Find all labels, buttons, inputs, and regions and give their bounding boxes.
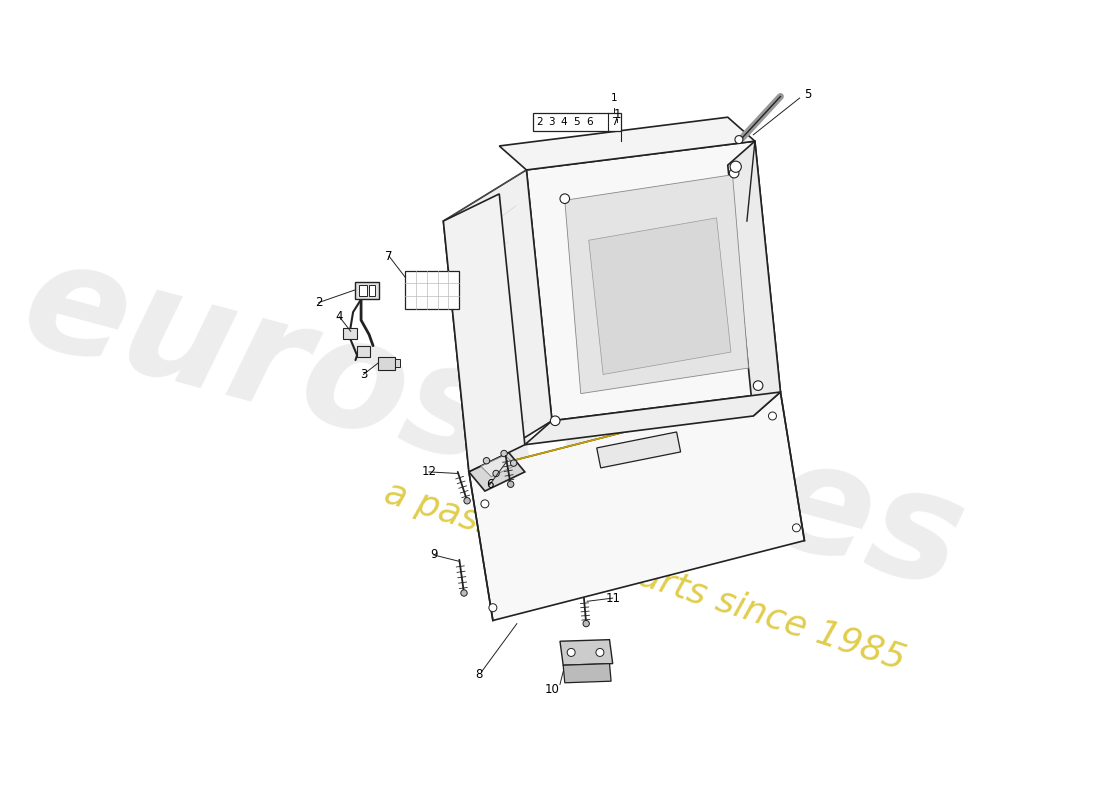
Text: 12: 12 bbox=[421, 466, 437, 478]
Polygon shape bbox=[443, 194, 525, 472]
Text: 4: 4 bbox=[336, 310, 343, 323]
Polygon shape bbox=[525, 392, 781, 445]
Polygon shape bbox=[481, 455, 515, 477]
Circle shape bbox=[481, 500, 488, 508]
Circle shape bbox=[507, 481, 514, 487]
Text: a passion for parts since 1985: a passion for parts since 1985 bbox=[379, 475, 910, 676]
Circle shape bbox=[792, 524, 801, 532]
Polygon shape bbox=[499, 118, 755, 170]
Circle shape bbox=[769, 412, 777, 420]
Polygon shape bbox=[560, 640, 613, 666]
Polygon shape bbox=[596, 432, 681, 468]
Polygon shape bbox=[469, 392, 804, 621]
Circle shape bbox=[560, 194, 570, 203]
Text: 9: 9 bbox=[430, 549, 438, 562]
Circle shape bbox=[735, 135, 743, 143]
Circle shape bbox=[493, 470, 499, 477]
Circle shape bbox=[568, 649, 575, 657]
Text: 11: 11 bbox=[605, 592, 620, 605]
Polygon shape bbox=[469, 453, 525, 491]
Circle shape bbox=[500, 450, 507, 457]
Text: eurospares: eurospares bbox=[7, 227, 979, 621]
Polygon shape bbox=[527, 141, 781, 421]
Text: 2: 2 bbox=[315, 296, 322, 309]
Bar bbox=[395, 359, 400, 367]
Circle shape bbox=[510, 460, 517, 466]
Circle shape bbox=[483, 458, 490, 464]
Bar bbox=[343, 328, 358, 339]
Circle shape bbox=[729, 168, 739, 178]
Circle shape bbox=[488, 604, 497, 612]
Text: 8: 8 bbox=[475, 668, 482, 682]
Text: 3: 3 bbox=[548, 117, 556, 127]
Text: 1: 1 bbox=[612, 93, 618, 102]
Text: 10: 10 bbox=[544, 682, 560, 696]
Text: 2: 2 bbox=[536, 117, 542, 127]
Polygon shape bbox=[443, 170, 552, 472]
Circle shape bbox=[596, 649, 604, 657]
Bar bbox=[532, 114, 620, 130]
Text: 5: 5 bbox=[804, 88, 812, 102]
Text: 6: 6 bbox=[586, 117, 593, 127]
Bar bbox=[405, 270, 460, 309]
Circle shape bbox=[754, 381, 763, 390]
Bar bbox=[370, 285, 375, 296]
Circle shape bbox=[464, 498, 471, 504]
Circle shape bbox=[583, 620, 590, 626]
Circle shape bbox=[550, 416, 560, 426]
Text: 4: 4 bbox=[561, 117, 568, 127]
Bar bbox=[355, 282, 380, 299]
Text: 6: 6 bbox=[486, 478, 494, 491]
Circle shape bbox=[461, 590, 468, 596]
Text: 7: 7 bbox=[612, 117, 618, 127]
Text: 5: 5 bbox=[573, 117, 580, 127]
Text: 3: 3 bbox=[360, 368, 367, 381]
Bar bbox=[377, 357, 395, 370]
Text: 7: 7 bbox=[385, 250, 393, 262]
Text: 1: 1 bbox=[614, 107, 622, 121]
Bar bbox=[359, 285, 366, 296]
Circle shape bbox=[730, 161, 741, 172]
Polygon shape bbox=[564, 174, 748, 394]
Bar bbox=[358, 346, 370, 357]
Polygon shape bbox=[563, 664, 612, 682]
Polygon shape bbox=[588, 218, 730, 374]
Polygon shape bbox=[728, 141, 781, 416]
